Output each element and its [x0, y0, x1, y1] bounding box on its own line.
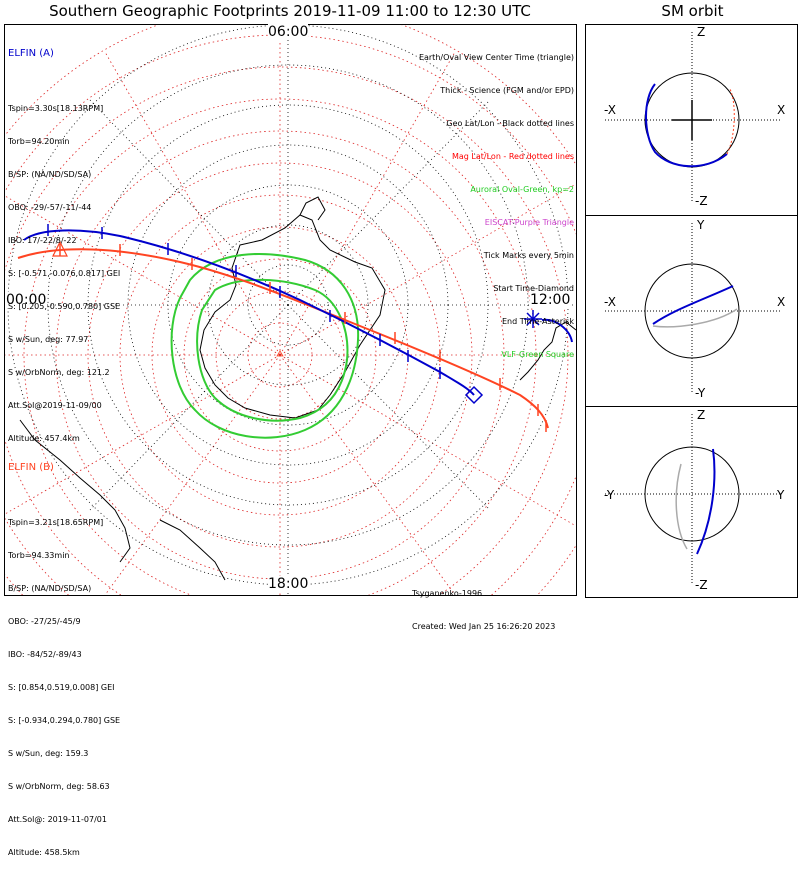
- elfin-a-line: S: [-0.571,-0.076,0.817] GEI: [8, 269, 121, 278]
- created-label: Created: Wed Jan 25 16:26:20 2023: [412, 622, 556, 631]
- elfin-b-header: ELFIN (B): [8, 462, 54, 473]
- orbit-3-top: Z: [697, 408, 706, 422]
- legend-item: Start Time-Diamond: [493, 284, 574, 293]
- elfin-a-start-diamond: [464, 385, 484, 405]
- legend-item: Geo Lat/Lon - Black dotted lines: [446, 119, 574, 128]
- map-title: Southern Geographic Footprints 2019-11-0…: [49, 2, 531, 20]
- orbit-panels-graphics: [605, 32, 781, 584]
- elfin-a-line: Altitude: 457.4km: [8, 434, 80, 443]
- elfin-b-line: Att.Sol@: 2019-11-07/01: [8, 815, 107, 824]
- orbit-2-top: Y: [697, 218, 705, 232]
- orbit-1-top: Z: [697, 25, 706, 39]
- orbit-panel-1: [605, 32, 781, 202]
- elfin-b-ticks: [59, 244, 547, 432]
- elfin-a-line: Att.Sol@2019-11-09/00: [8, 401, 102, 410]
- orbit-2-bottom: -Y: [695, 386, 706, 400]
- elfin-b-line: S w/Sun, deg: 159.3: [8, 749, 89, 758]
- elfin-b-line: OBO: -27/25/-45/9: [8, 617, 81, 626]
- elfin-a-end-asterisk: [524, 310, 542, 328]
- auroral-oval-outer: [170, 253, 360, 439]
- antarctic-peninsula: [299, 196, 326, 221]
- south-america-coastline: [519, 321, 576, 381]
- legend-item: VLF-Green Square: [501, 350, 574, 359]
- mag-meridians: [5, 25, 576, 595]
- clock-label-top: 06:00: [268, 24, 309, 40]
- africa-coastline: [19, 419, 131, 563]
- orbit-2-right: X: [777, 295, 786, 309]
- elfin-a-line: Torb=94.20min: [8, 137, 70, 146]
- orbit-1-right: X: [777, 103, 786, 117]
- elfin-a-header: ELFIN (A): [8, 48, 54, 59]
- elfin-a-line: S: [0.205,-0.590,0.780] GSE: [8, 302, 121, 311]
- orbit-1-left: -X: [604, 103, 616, 117]
- orbit-panel-3: [605, 414, 781, 584]
- elfin-b-line: IBO: -84/52/-89/43: [8, 650, 82, 659]
- elfin-b-line: B/SP: (NA/ND/SD/SA): [8, 584, 92, 593]
- orbit-3-right: Y: [777, 488, 785, 502]
- orbit-1-bottom: -Z: [695, 194, 708, 208]
- orbit-panel-2: [605, 223, 781, 393]
- footer: Tsyganenko-1996 Created: Wed Jan 25 16:2…: [412, 566, 555, 643]
- pole-marker: [276, 350, 284, 357]
- elfin-a-info: ELFIN (A) Tspin=3.30s[18.13RPM] Torb=94.…: [8, 26, 120, 477]
- orbit-2-left: -X: [604, 295, 616, 309]
- elfin-a-line: B/SP: (NA/ND/SD/SA): [8, 170, 92, 179]
- clock-label-bottom: 18:00: [268, 576, 309, 592]
- elfin-a-loop: [541, 318, 573, 343]
- elfin-b-info: ELFIN (B) Tspin=3.21s[18.65RPM] Torb=94.…: [8, 440, 120, 891]
- elfin-b-line: Altitude: 458.5km: [8, 848, 80, 857]
- legend-item: Tick Marks every 5min: [483, 251, 574, 260]
- map-legend: Earth/Oval View Center Time (triangle) T…: [419, 30, 574, 371]
- legend-item: Thick - Science (FGM and/or EPD): [440, 86, 574, 95]
- elfin-b-track: [17, 248, 549, 429]
- antarctica-coastline: [199, 214, 386, 419]
- elfin-a-line: IBO: 17/-22/8/-22: [8, 236, 77, 245]
- legend-item: EISCAT-Purple Triangle: [484, 218, 574, 227]
- legend-item: Auroral Oval-Green, kp=2: [470, 185, 574, 194]
- orbit-panel-yz: [585, 406, 798, 598]
- auroral-oval-inner: [196, 278, 349, 422]
- elfin-a-line: Tspin=3.30s[18.13RPM]: [8, 104, 104, 113]
- elfin-a-line: S w/Sun, deg: 77.97: [8, 335, 89, 344]
- elfin-b-line: S: [-0.934,0.294,0.780] GSE: [8, 716, 121, 725]
- orbit-3-left: -Y: [604, 488, 615, 502]
- legend-item: Mag Lat/Lon - Red dotted lines: [451, 152, 574, 161]
- legend-item: Earth/Oval View Center Time (triangle): [418, 53, 574, 62]
- elfin-b-view-triangle: [52, 240, 68, 257]
- elfin-b-line: S w/OrbNorm, deg: 58.63: [8, 782, 110, 791]
- orbit-title: SM orbit: [661, 2, 724, 20]
- legend-item: End Time-Asterisk: [501, 317, 574, 326]
- elfin-b-line: Torb=94.33min: [8, 551, 70, 560]
- elfin-a-line: S w/OrbNorm, deg: 121.2: [8, 368, 110, 377]
- model-label: Tsyganenko-1996: [412, 589, 483, 598]
- elfin-a-ticks: [47, 224, 441, 379]
- elfin-a-line: OBO: -29/-57/-11/-44: [8, 203, 92, 212]
- clock-label-left: 00:00: [6, 292, 47, 308]
- elfin-b-line: Tspin=3.21s[18.65RPM]: [8, 518, 104, 527]
- clock-label-right: 12:00: [530, 292, 571, 308]
- elfin-b-line: S: [0.854,0.519,0.008] GEI: [8, 683, 115, 692]
- orbit-3-bottom: -Z: [695, 578, 708, 592]
- australia-coastline: [159, 519, 226, 581]
